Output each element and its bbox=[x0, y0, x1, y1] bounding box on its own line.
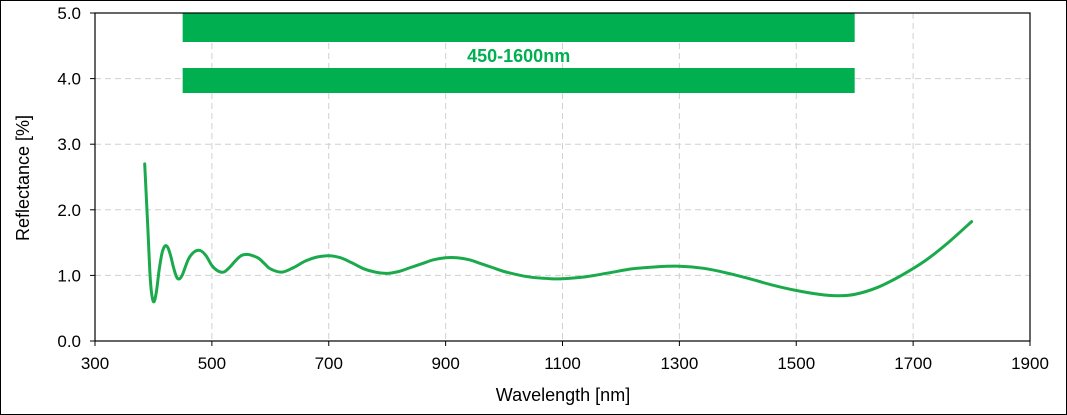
x-axis-ticks: 300 500 700 900 1100 1300 1500 1700 1900 bbox=[81, 341, 1049, 373]
x-tick-label: 300 bbox=[81, 354, 109, 373]
band-label: 450-1600nm bbox=[467, 46, 570, 66]
x-tick-label: 500 bbox=[198, 354, 226, 373]
x-tick-label: 700 bbox=[315, 354, 343, 373]
y-tick-label: 5.0 bbox=[57, 4, 81, 23]
y-tick-label: 3.0 bbox=[57, 135, 81, 154]
x-tick-label: 900 bbox=[431, 354, 459, 373]
band-bar-top bbox=[182, 13, 855, 42]
x-tick-label: 1500 bbox=[777, 354, 815, 373]
y-axis-ticks: 0.0 1.0 2.0 3.0 4.0 5.0 bbox=[57, 4, 95, 351]
y-tick-label: 2.0 bbox=[57, 201, 81, 220]
x-tick-label: 1700 bbox=[894, 354, 932, 373]
x-tick-label: 1100 bbox=[544, 354, 581, 373]
wavelength-band: 450-1600nm bbox=[182, 13, 855, 93]
band-bar-bottom bbox=[182, 68, 855, 93]
x-tick-label: 1900 bbox=[1011, 354, 1049, 373]
y-axis-title: Reflectance [%] bbox=[13, 115, 33, 241]
y-tick-label: 0.0 bbox=[57, 332, 81, 351]
x-axis-title: Wavelength [nm] bbox=[496, 385, 630, 405]
reflectance-series-line bbox=[143, 162, 974, 304]
y-tick-label: 4.0 bbox=[57, 70, 81, 89]
x-tick-label: 1300 bbox=[660, 354, 698, 373]
y-tick-label: 1.0 bbox=[57, 266, 81, 285]
